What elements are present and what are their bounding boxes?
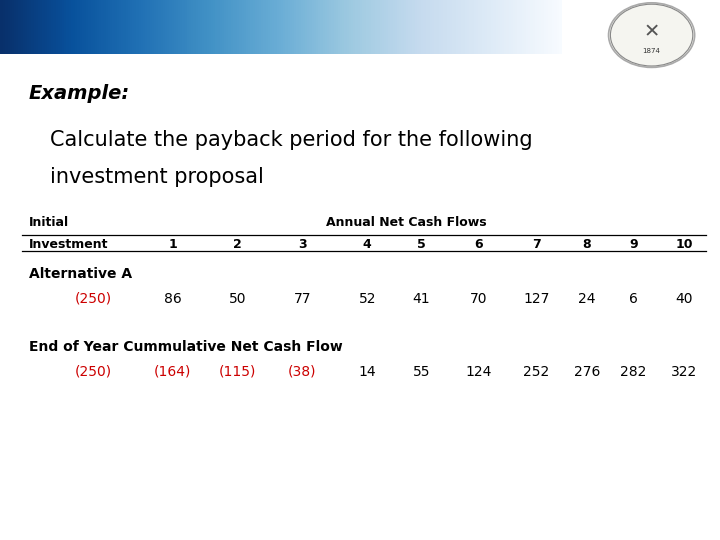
Text: 8: 8: [582, 238, 591, 251]
Text: (38): (38): [288, 364, 317, 379]
Text: 5: 5: [417, 238, 426, 251]
Text: 41: 41: [413, 292, 430, 306]
Text: 127: 127: [523, 292, 549, 306]
Text: 6: 6: [474, 238, 483, 251]
Text: 86: 86: [164, 292, 181, 306]
Text: 3: 3: [298, 238, 307, 251]
Text: 4: 4: [363, 238, 372, 251]
Text: 14: 14: [359, 364, 376, 379]
Text: Calculate the payback period for the following: Calculate the payback period for the fol…: [50, 130, 533, 150]
Text: 10: 10: [675, 238, 693, 251]
Text: Annual Net Cash Flows: Annual Net Cash Flows: [326, 216, 487, 229]
Text: Example:: Example:: [29, 84, 130, 103]
Text: 55: 55: [413, 364, 430, 379]
Text: 322: 322: [671, 364, 697, 379]
Text: 70: 70: [470, 292, 487, 306]
Text: 9: 9: [629, 238, 638, 251]
Text: 77: 77: [294, 292, 311, 306]
Text: (250): (250): [75, 292, 112, 306]
Text: Investment: Investment: [29, 238, 108, 251]
Text: (250): (250): [75, 364, 112, 379]
Text: (115): (115): [219, 364, 256, 379]
Text: 124: 124: [466, 364, 492, 379]
Text: 2: 2: [233, 238, 242, 251]
Text: 1: 1: [168, 238, 177, 251]
Text: investment proposal: investment proposal: [50, 167, 264, 187]
Text: Alternative A: Alternative A: [29, 267, 132, 281]
Text: 7: 7: [532, 238, 541, 251]
Text: 1874: 1874: [643, 48, 660, 53]
Text: 252: 252: [523, 364, 549, 379]
Text: 52: 52: [359, 292, 376, 306]
Text: 24: 24: [578, 292, 595, 306]
Text: 6: 6: [629, 292, 638, 306]
Text: End of Year Cummulative Net Cash Flow: End of Year Cummulative Net Cash Flow: [29, 340, 343, 354]
Text: (164): (164): [154, 364, 192, 379]
Text: 282: 282: [621, 364, 647, 379]
Text: Initial: Initial: [29, 216, 69, 229]
Circle shape: [608, 3, 695, 68]
Text: 50: 50: [229, 292, 246, 306]
Text: 276: 276: [574, 364, 600, 379]
Text: 40: 40: [675, 292, 693, 306]
Text: ✕: ✕: [644, 22, 660, 41]
